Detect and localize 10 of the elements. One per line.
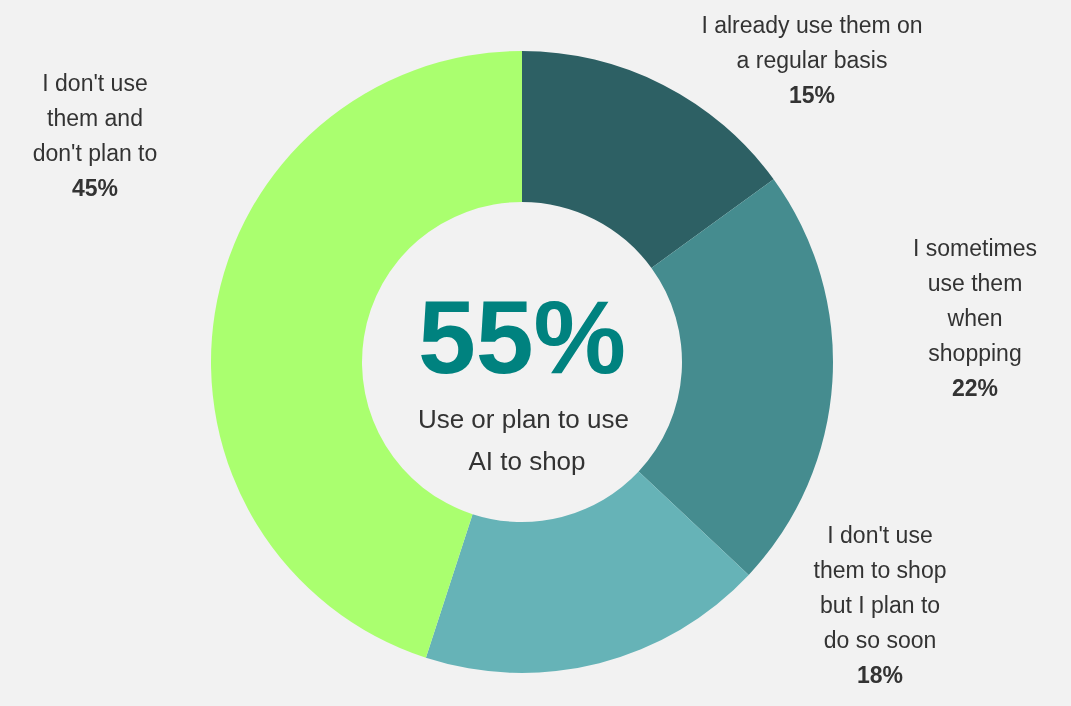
text: 55% — [417, 279, 627, 395]
data-label: 18% — [856, 662, 904, 688]
slice-label: I don't use them and don't plan to — [32, 69, 158, 166]
data-label: 22% — [951, 375, 999, 401]
data-label: 15% — [788, 82, 836, 108]
slice-label: I sometimes use them when shopping — [913, 235, 1037, 366]
slice-label: I don't use them to shop but I plan to do so soon — [813, 522, 947, 653]
slice-label: I already use them on a regular basis — [701, 12, 923, 73]
text: Use or plan to use AI to shop — [417, 404, 637, 476]
data-label: 45% — [71, 174, 119, 201]
